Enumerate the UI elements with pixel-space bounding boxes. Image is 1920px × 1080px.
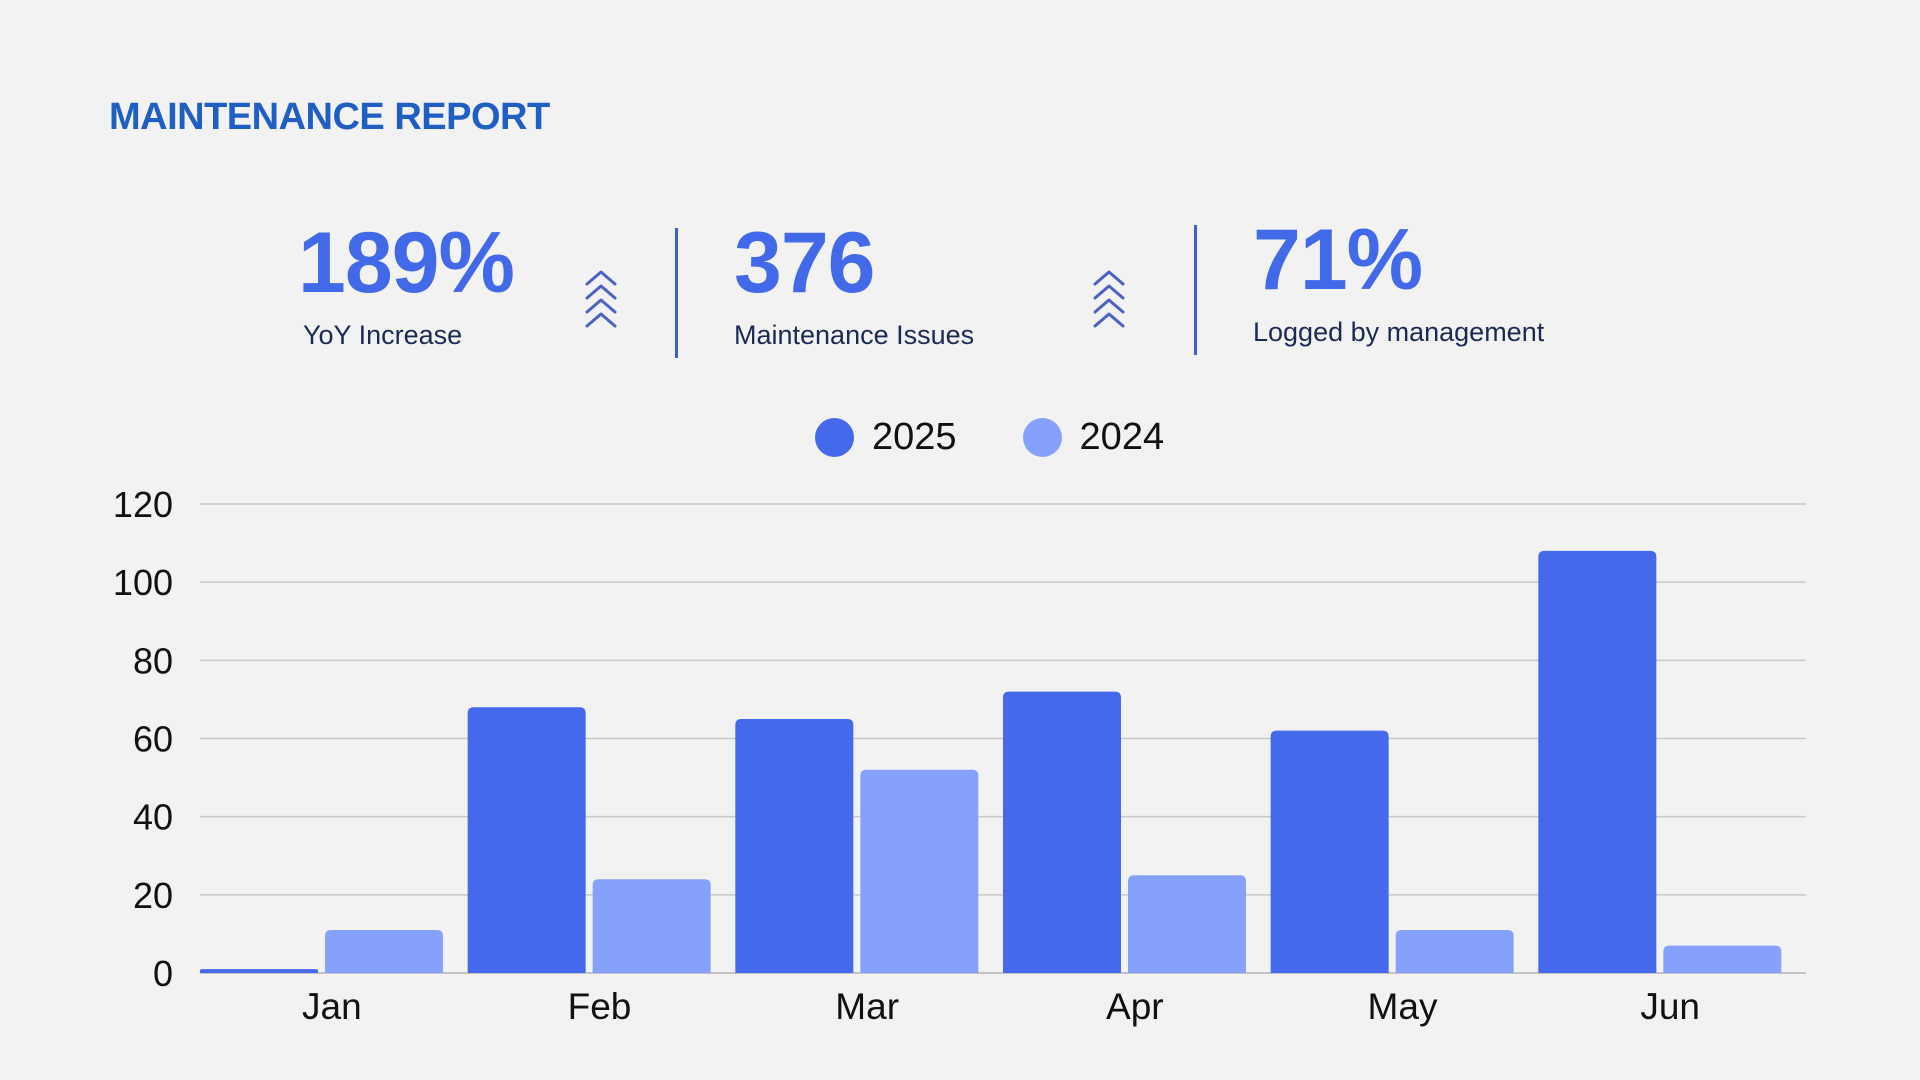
bar-2025-feb xyxy=(467,707,586,973)
y-tick-label: 80 xyxy=(133,640,173,681)
y-tick-label: 0 xyxy=(153,953,173,994)
kpi-label: YoY Increase xyxy=(303,320,463,350)
kpi-maintenance-issues: 376 Maintenance Issues xyxy=(734,220,974,351)
legend-swatch-2025 xyxy=(815,417,854,457)
x-tick-label: Apr xyxy=(1106,986,1164,1027)
bar-2024-apr xyxy=(1128,875,1246,973)
x-tick-label: Jun xyxy=(1640,986,1700,1027)
kpi-divider xyxy=(1194,225,1197,355)
kpi-label: Logged by management xyxy=(1253,317,1545,347)
x-tick-label: Mar xyxy=(835,986,899,1027)
kpi-value: 376 xyxy=(734,215,876,311)
kpi-divider xyxy=(675,228,678,358)
y-tick-label: 120 xyxy=(113,484,173,525)
kpi-label: Maintenance Issues xyxy=(734,320,975,350)
bar-2024-jun xyxy=(1663,945,1782,973)
bar-2024-feb xyxy=(592,879,711,973)
legend-swatch-2024 xyxy=(1022,417,1062,457)
legend-item-2025: 2025 xyxy=(815,416,957,459)
legend-label: 2024 xyxy=(1079,415,1165,458)
kpi-value: 189% xyxy=(298,215,515,311)
bar-2025-mar xyxy=(735,718,854,973)
chevrons-up-icon xyxy=(585,270,617,328)
chart-legend: 2025 2024 xyxy=(815,412,1230,462)
y-tick-label: 40 xyxy=(133,797,173,838)
bar-2025-may xyxy=(1270,730,1389,973)
chevrons-up-icon xyxy=(1093,270,1125,328)
x-tick-label: Feb xyxy=(568,986,632,1027)
kpi-value: 71% xyxy=(1253,212,1423,308)
kpi-logged-by-management: 71% Logged by management xyxy=(1253,217,1544,348)
y-tick-label: 20 xyxy=(133,875,173,916)
bar-2025-jan xyxy=(200,969,318,973)
bar-2025-jun xyxy=(1538,550,1657,973)
y-tick-label: 60 xyxy=(133,719,173,760)
legend-label: 2025 xyxy=(872,415,957,458)
bar-2025-apr xyxy=(1003,691,1121,973)
page-title: MAINTENANCE REPORT xyxy=(109,96,550,138)
x-tick-label: May xyxy=(1368,986,1438,1027)
bar-2024-jan xyxy=(325,930,443,973)
bar-2024-may xyxy=(1395,930,1514,973)
y-tick-label: 100 xyxy=(113,562,173,603)
bar-2024-mar xyxy=(860,769,979,973)
x-tick-label: Jan xyxy=(302,986,362,1027)
kpi-yoy-increase: 189% YoY Increase xyxy=(298,215,515,351)
legend-item-2024: 2024 xyxy=(1022,415,1165,459)
